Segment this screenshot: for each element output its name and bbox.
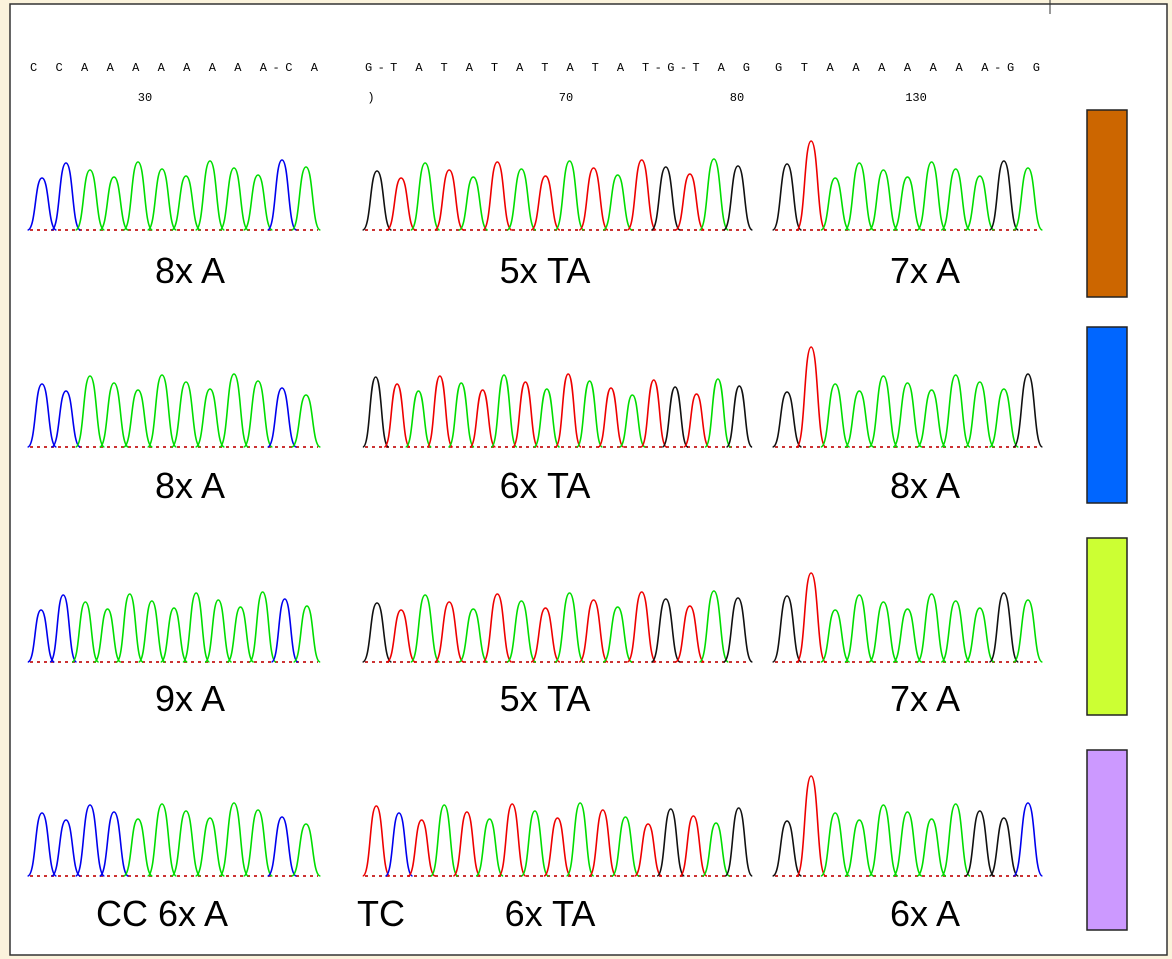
color-key bbox=[1087, 750, 1127, 930]
repeat-label: 7x A bbox=[890, 250, 960, 291]
position: 70 bbox=[559, 91, 573, 105]
color-key bbox=[1087, 327, 1127, 503]
position: 30 bbox=[138, 91, 152, 105]
position: ) bbox=[367, 91, 374, 105]
repeat-label: 5x TA bbox=[500, 678, 591, 719]
repeat-label: 6x TA bbox=[505, 893, 596, 934]
position: 130 bbox=[905, 91, 927, 105]
repeat-label: 9x A bbox=[155, 678, 225, 719]
repeat-label: CC 6x A bbox=[96, 893, 228, 934]
color-key bbox=[1087, 110, 1127, 297]
color-key bbox=[1087, 538, 1127, 715]
position: 80 bbox=[730, 91, 744, 105]
repeat-label: 7x A bbox=[890, 678, 960, 719]
page: C C A A A A A A A A-C A30G-T A T A T A T… bbox=[0, 0, 1172, 959]
repeat-label: 6x TA bbox=[500, 465, 591, 506]
sequence: G T A A A A A A A-G G bbox=[775, 61, 1040, 75]
repeat-label: 8x A bbox=[155, 465, 225, 506]
repeat-label: 8x A bbox=[155, 250, 225, 291]
sequence: C C A A A A A A A A-C A bbox=[30, 61, 319, 75]
repeat-label: TC bbox=[357, 893, 405, 934]
repeat-label: 6x A bbox=[890, 893, 960, 934]
figure: C C A A A A A A A A-C A30G-T A T A T A T… bbox=[0, 0, 1172, 959]
repeat-label: 8x A bbox=[890, 465, 960, 506]
repeat-label: 5x TA bbox=[500, 250, 591, 291]
